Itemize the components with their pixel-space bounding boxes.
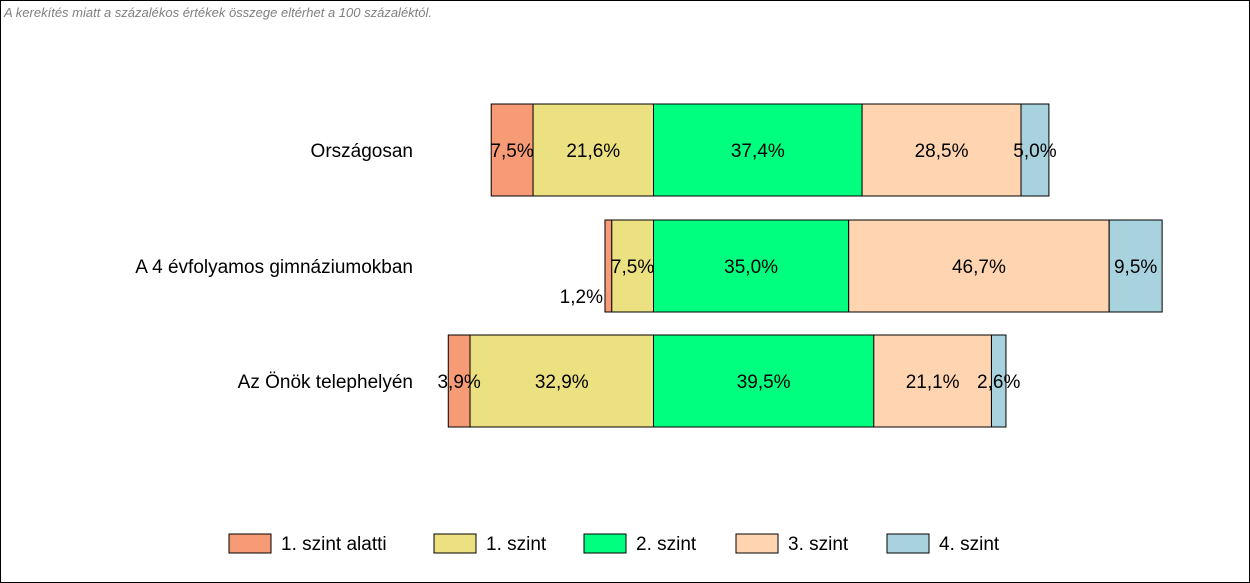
data-label: 46,7% [952,257,1006,278]
data-label: 7,5% [490,141,533,162]
category-label-orszagosan: Országosan [311,141,413,162]
legend-swatch-1-szint [433,533,477,554]
bar-segment-1-szint [611,219,654,313]
data-label: 32,9% [535,372,589,393]
bar-segment-1-szint [469,334,654,428]
legend-label-4-szint: 4. szint [939,534,1000,555]
data-label: 21,6% [566,141,620,162]
legend-label-1-szint: 1. szint [486,534,547,555]
bar-segment-2-szint [653,103,863,197]
legend-label-1-szint-alatti: 1. szint alatti [281,534,387,555]
legend-swatch-2-szint [583,533,627,554]
legend-swatch-1-szint-alatti [228,533,272,554]
bar-segment-3-szint [861,103,1022,197]
data-label: 35,0% [724,257,778,278]
data-label: 2,6% [977,372,1020,393]
legend-label-2-szint: 2. szint [636,534,697,555]
rounding-note: A kerekítés miatt a százalékos értékek ö… [4,5,433,20]
data-label: 39,5% [737,372,791,393]
bar-segment-2-szint [653,334,875,428]
bar-segment-1-szint [532,103,655,197]
bar-segment-3-szint [873,334,992,428]
bar-segment-1-szint-alatti [604,219,613,313]
data-label: 28,5% [915,141,969,162]
legend-swatch-3-szint [735,533,779,554]
legend-swatch-4-szint [886,533,930,554]
data-label: 3,9% [437,372,480,393]
category-label-a-4-evfolyamos-gimnaziumokban: A 4 évfolyamos gimnáziumokban [135,257,413,278]
bar-segment-4-szint [1108,219,1163,313]
bar-segment-4-szint [1020,103,1050,197]
bar-segment-1-szint-alatti [490,103,534,197]
bar-segment-2-szint [653,219,850,313]
data-label: 21,1% [906,372,960,393]
data-label: 37,4% [731,141,785,162]
category-label-az-onok-telephelyen: Az Önök telephelyén [238,372,413,393]
bar-segment-1-szint-alatti [447,334,471,428]
bar-segment-4-szint [990,334,1007,428]
legend-label-3-szint: 3. szint [788,534,849,555]
data-label: 7,5% [611,257,654,278]
data-label: 5,0% [1013,141,1056,162]
data-label: 1,2% [560,287,603,308]
data-label: 9,5% [1114,257,1157,278]
bar-segment-3-szint [848,219,1110,313]
